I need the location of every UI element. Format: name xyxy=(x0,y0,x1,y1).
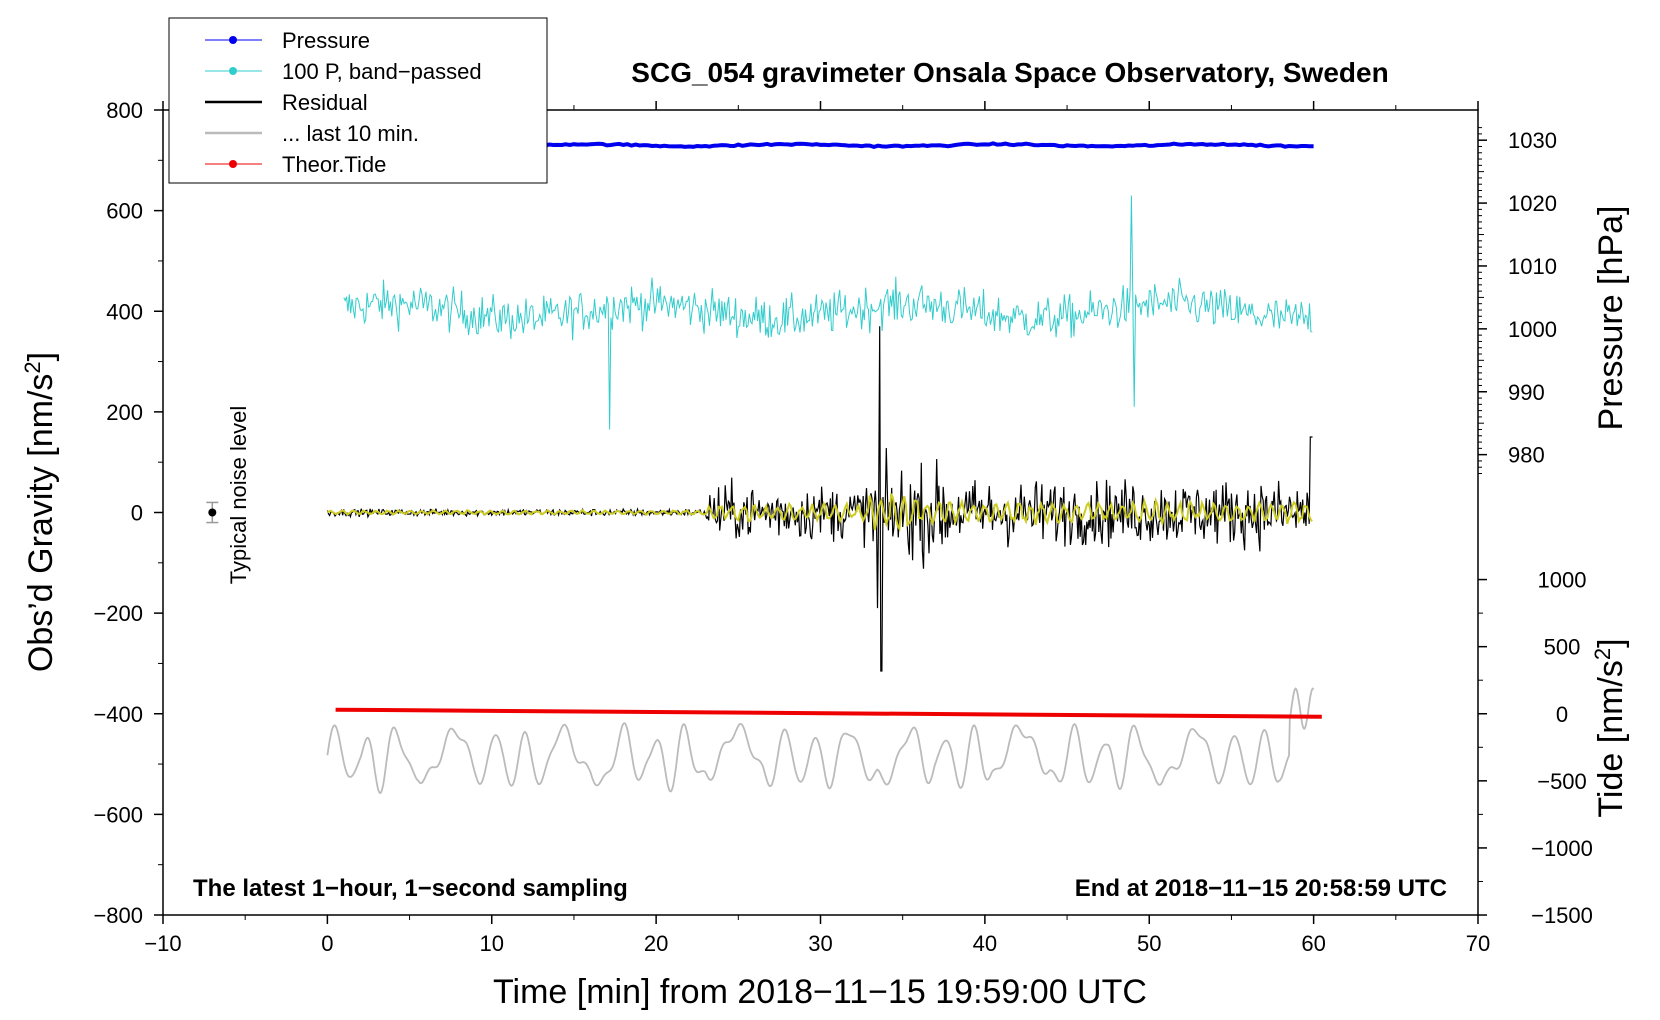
tide-axis-title-base: Tide [nm/s xyxy=(1592,660,1630,817)
noise-level-label: Typical noise level xyxy=(226,406,251,585)
x-tick-label: 70 xyxy=(1466,931,1490,956)
tide-axis-title-sup: 2 xyxy=(1590,648,1615,660)
legend-marker xyxy=(229,160,237,168)
pressure-tick-label: 1000 xyxy=(1508,317,1557,342)
pressure-axis: 980 990 1000 1010 1020 1030 xyxy=(1478,127,1557,475)
pressure-tick-label: 1030 xyxy=(1508,128,1557,153)
series-filtered-overlay xyxy=(326,493,1313,532)
legend-items: Pressure 100 P, band−passed Residual ... la… xyxy=(205,28,482,177)
tide-axis-title: Tide [nm/s2] xyxy=(1590,638,1630,817)
tide-tick-label: −1500 xyxy=(1531,903,1593,928)
y-tick-label: −600 xyxy=(93,802,143,827)
x-tick-label: 20 xyxy=(644,931,668,956)
tide-tick-label: 500 xyxy=(1544,635,1581,660)
tide-axis-title-tail: ] xyxy=(1592,638,1630,647)
pressure-axis-title: Pressure [hPa] xyxy=(1592,206,1630,431)
x-tick-label: −10 xyxy=(144,931,181,956)
legend-label: Theor.Tide xyxy=(282,152,386,177)
x-tick-label: 50 xyxy=(1137,931,1161,956)
legend-label: ... last 10 min. xyxy=(282,121,419,146)
noise-marker xyxy=(206,501,219,524)
y-axis-title-base: Obs’d Gravity [nm/s xyxy=(22,374,60,673)
legend-marker xyxy=(229,67,237,75)
note-sampling: The latest 1−hour, 1−second sampling xyxy=(193,875,628,902)
pressure-tick-label: 980 xyxy=(1508,443,1545,468)
x-tick-label: 0 xyxy=(321,931,333,956)
y-tick-label: −200 xyxy=(93,601,143,626)
note-end-time: End at 2018−11−15 20:58:59 UTC xyxy=(1075,875,1447,902)
y-tick-label: 800 xyxy=(106,98,143,123)
tide-tick-label: 1000 xyxy=(1538,568,1587,593)
x-tick-label: 30 xyxy=(808,931,832,956)
pressure-tick-label: 1010 xyxy=(1508,254,1557,279)
x-axis: −10 0 10 20 30 40 50 60 70 xyxy=(144,101,1490,956)
series-theoretical-tide xyxy=(335,707,1322,719)
x-axis-title: Time [min] from 2018−11−15 19:59:00 UTC xyxy=(493,973,1147,1011)
x-tick-label: 10 xyxy=(480,931,504,956)
tide-axis: 1000 500 0 −500 −1000 −1500 xyxy=(1478,568,1593,928)
tide-tick-label: 0 xyxy=(1556,702,1568,727)
noise-point xyxy=(208,508,217,517)
legend-label: 100 P, band−passed xyxy=(282,59,482,84)
legend-marker xyxy=(229,36,237,44)
y-axis: −800 −600 −400 −200 0 200 400 600 800 xyxy=(93,98,163,928)
chart-title: SCG_054 gravimeter Onsala Space Observat… xyxy=(631,57,1388,88)
legend-label: Pressure xyxy=(282,28,370,53)
pressure-tick-label: 1020 xyxy=(1508,191,1557,216)
legend-box xyxy=(168,17,548,184)
x-tick-label: 60 xyxy=(1301,931,1325,956)
tide-tick-label: −1000 xyxy=(1531,836,1593,861)
y-tick-label: −400 xyxy=(93,702,143,727)
y-tick-label: 600 xyxy=(106,199,143,224)
series-residual xyxy=(326,326,1313,672)
tide-tick-label: −500 xyxy=(1537,769,1587,794)
y-tick-label: 400 xyxy=(106,299,143,324)
series-band-passed-pressure xyxy=(343,195,1313,430)
legend: Pressure 100 P, band−passed Residual ... la… xyxy=(168,17,548,184)
x-tick-label: 40 xyxy=(973,931,997,956)
legend-label: Residual xyxy=(282,90,368,115)
y-axis-title: Obs’d Gravity [nm/s2] xyxy=(20,352,60,672)
y-axis-title-tail: ] xyxy=(22,352,60,361)
y-axis-title-sup: 2 xyxy=(20,361,45,373)
y-tick-label: 200 xyxy=(106,400,143,425)
y-tick-label: −800 xyxy=(93,903,143,928)
y-tick-label: 0 xyxy=(131,501,143,526)
pressure-tick-label: 990 xyxy=(1508,380,1545,405)
series-last-10-min xyxy=(326,687,1315,795)
